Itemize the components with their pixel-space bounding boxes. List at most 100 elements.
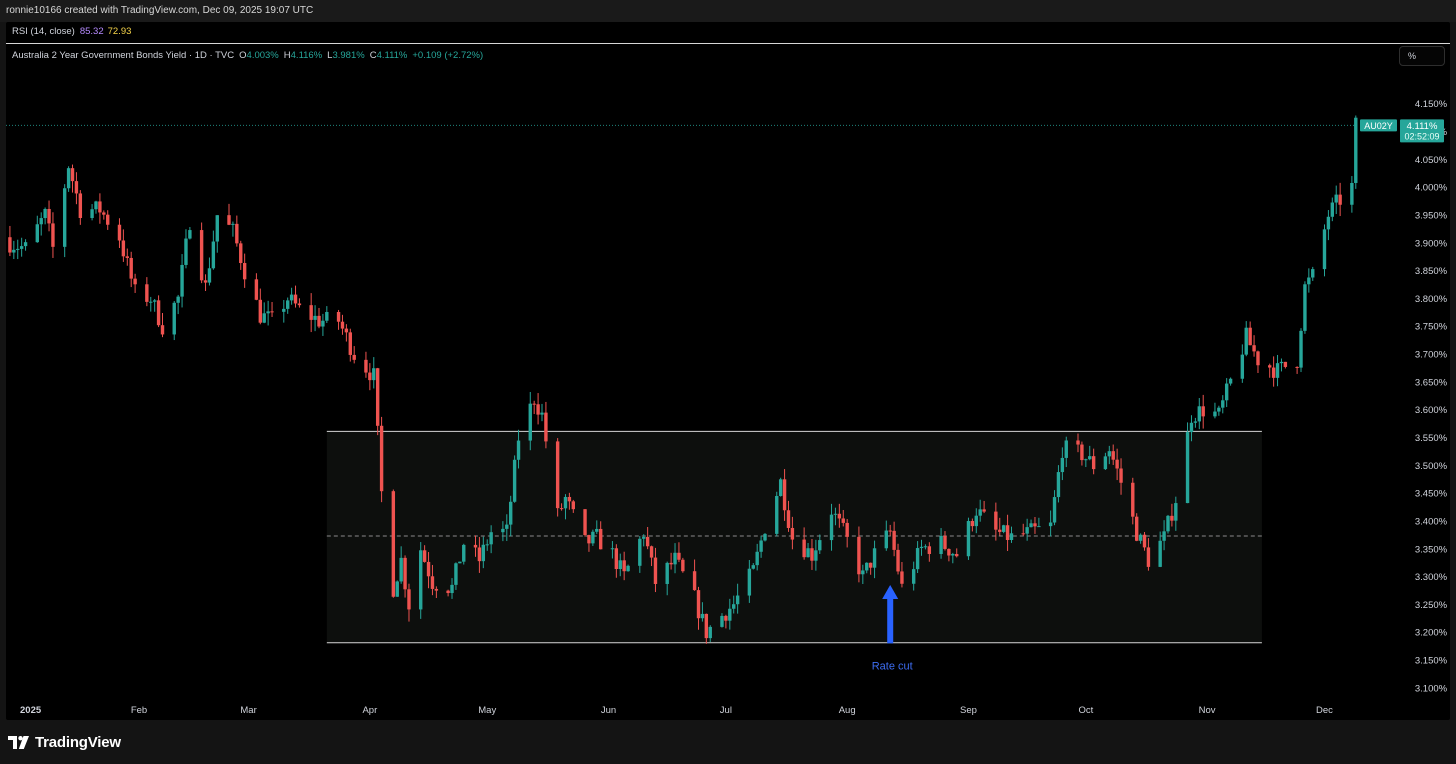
candle-body (98, 201, 102, 213)
rsi-label: RSI (14, close) (12, 26, 75, 37)
candle-body (1201, 406, 1205, 417)
percent-scale-button[interactable]: % (1399, 46, 1445, 66)
x-tick-label: Oct (1078, 705, 1093, 716)
candle-body (915, 548, 920, 570)
pane-separator[interactable] (6, 43, 1450, 44)
candle-body (473, 544, 478, 548)
x-tick-label: Dec (1316, 705, 1333, 716)
candle-body (755, 551, 759, 566)
candle-body (696, 590, 701, 619)
candle-body (430, 576, 435, 589)
candle-body (1033, 523, 1037, 527)
candle-body (1001, 525, 1006, 532)
x-tick-label: Nov (1199, 705, 1216, 716)
candle-body (837, 513, 842, 519)
range-box[interactable] (326, 431, 1262, 643)
candle-body (786, 510, 791, 528)
rsi-value-1: 85.32 (79, 26, 104, 37)
candle-body (818, 540, 822, 551)
candle-body (266, 311, 270, 314)
x-tick-label: Apr (362, 705, 377, 716)
attribution-text: ronnie10166 created with TradingView.com… (6, 5, 314, 16)
y-tick-label: 3.200% (1415, 628, 1448, 639)
symbol-legend[interactable]: Australia 2 Year Government Bonds Yield … (12, 50, 483, 61)
candle-body (732, 604, 736, 609)
candle-body (172, 302, 176, 335)
candle-body (653, 557, 658, 584)
candle-body (74, 181, 79, 194)
candle-body (180, 264, 184, 297)
candle-body (1111, 451, 1115, 460)
candle-body (1142, 534, 1147, 548)
symbol-title: Australia 2 Year Government Bonds Yield … (12, 50, 235, 61)
candle-body (1228, 378, 1233, 384)
candle-body (12, 249, 16, 253)
candle-body (544, 412, 548, 442)
chart-area[interactable]: Rate cut4.150%4.100%4.050%4.000%3.950%3.… (6, 22, 1450, 720)
candle-body (810, 548, 814, 561)
candle-body (638, 538, 642, 566)
candle-body (923, 546, 928, 548)
candle-body (966, 521, 971, 557)
y-tick-label: 4.000% (1415, 183, 1448, 194)
candle-body (375, 368, 380, 426)
y-tick-label: 3.650% (1415, 377, 1448, 388)
price-tag-value: 4.111% (1407, 121, 1438, 132)
candle-body (1326, 216, 1331, 230)
candle-body (66, 168, 71, 189)
rate-cut-label[interactable]: Rate cut (872, 660, 913, 672)
candle-body (8, 237, 12, 253)
candle-body (1076, 440, 1080, 445)
candle-body (587, 535, 591, 544)
tradingview-logo[interactable]: TradingView (8, 734, 121, 751)
candle-body (344, 328, 349, 333)
candle-body (1021, 533, 1025, 535)
candle-body (1268, 365, 1272, 368)
candle-body (1334, 194, 1338, 203)
candle-body (1295, 366, 1299, 368)
candle-body (317, 315, 321, 327)
candle-body (1091, 456, 1096, 470)
candle-body (285, 300, 290, 309)
y-tick-label: 3.800% (1415, 294, 1448, 305)
y-tick-label: 3.350% (1415, 544, 1448, 555)
candle-body (1088, 456, 1092, 460)
candle-body (211, 241, 216, 269)
candle-body (340, 321, 345, 329)
x-tick-label: Mar (240, 705, 256, 716)
y-tick-label: 3.450% (1415, 489, 1448, 500)
candle-body (501, 528, 505, 533)
candle-body (532, 403, 536, 405)
candle-body (231, 223, 235, 225)
candle-body (692, 571, 697, 591)
candle-body (978, 509, 982, 516)
candle-body (618, 560, 622, 570)
rsi-indicator-legend[interactable]: RSI (14, close) 85.32 72.93 (12, 26, 131, 37)
y-tick-label: 3.550% (1415, 433, 1448, 444)
candle-body (1134, 516, 1139, 541)
candle-body (669, 562, 673, 565)
candle-body (806, 548, 810, 558)
candle-body (1279, 361, 1284, 364)
candle-body (1213, 411, 1217, 417)
candle-body (829, 514, 834, 541)
candle-body (289, 294, 294, 301)
x-tick-label: Aug (839, 705, 856, 716)
candle-body (309, 305, 313, 320)
candle-body (567, 496, 572, 502)
candle-body (90, 209, 94, 218)
candle-body (982, 509, 986, 512)
candle-body (1322, 229, 1327, 270)
candle-body (102, 212, 106, 215)
candle-body (747, 568, 752, 596)
candle-body (184, 238, 188, 265)
price-chart[interactable]: Rate cut4.150%4.100%4.050%4.000%3.950%3.… (6, 22, 1450, 720)
candle-body (872, 548, 877, 568)
price-tag-countdown: 02:52:09 (1404, 131, 1439, 141)
y-tick-label: 3.100% (1415, 683, 1448, 694)
candle-body (943, 535, 947, 549)
candle-body (1307, 277, 1311, 285)
footer: TradingView (0, 720, 1456, 764)
candle-body (1084, 459, 1088, 461)
rate-cut-arrow-icon[interactable] (882, 584, 899, 644)
